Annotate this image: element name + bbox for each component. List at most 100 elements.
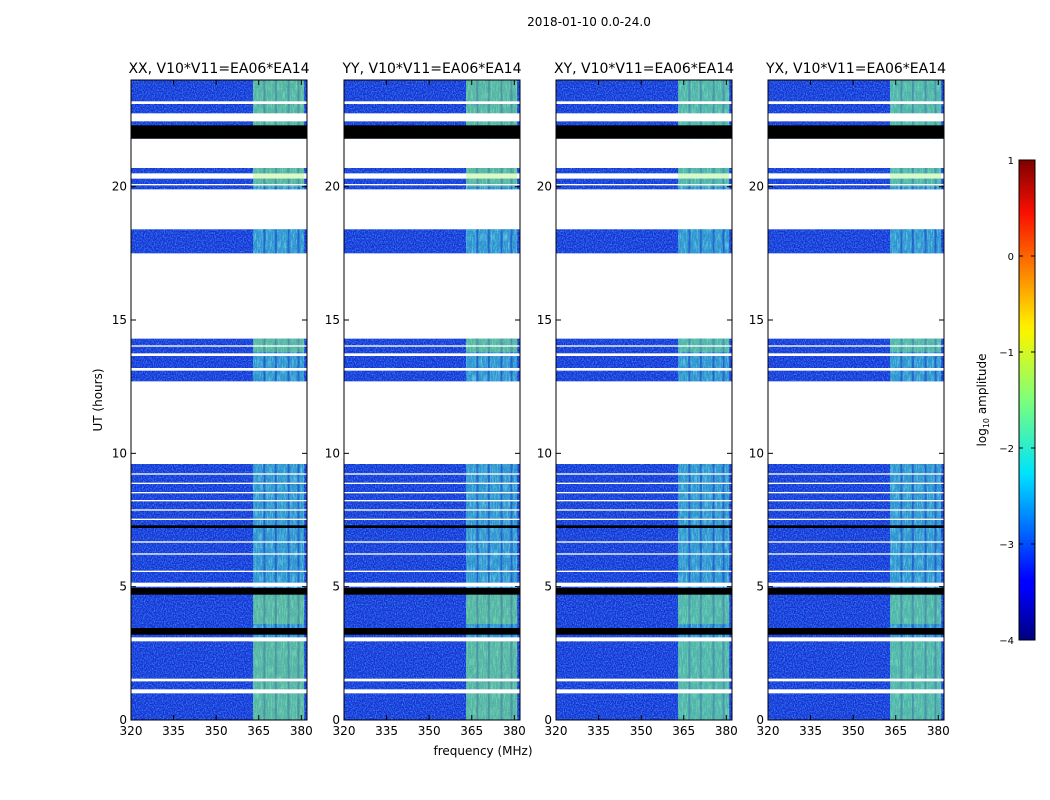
y-tick-label: 5	[119, 580, 127, 594]
band-divider	[500, 80, 503, 139]
band-divider	[934, 338, 937, 382]
band-divider	[722, 168, 725, 174]
bright-band-high	[466, 592, 518, 624]
y-tick-label: 0	[544, 713, 552, 727]
gap-row	[344, 500, 520, 502]
gap-row	[131, 509, 307, 511]
gap-row	[344, 689, 520, 694]
gap-row	[344, 509, 520, 511]
band-divider	[500, 229, 503, 254]
x-tick-label: 335	[162, 724, 185, 738]
flagged-row	[556, 125, 732, 139]
gap-row	[344, 518, 520, 520]
figure-title: 2018-01-10 0.0-24.0	[527, 15, 651, 29]
bright-band-speckle	[466, 229, 518, 254]
panel-frame	[130, 79, 308, 721]
colorbar-gradient	[1018, 159, 1036, 641]
gap-row	[344, 345, 520, 347]
gap-row	[768, 368, 944, 371]
gap-row	[344, 101, 520, 104]
flagged-row	[768, 525, 944, 528]
band-divider	[911, 229, 914, 254]
gap-row	[131, 353, 307, 356]
band-divider	[287, 338, 290, 382]
data-noise	[768, 168, 944, 174]
x-tick-label: 380	[503, 724, 526, 738]
y-tick-label: 20	[112, 180, 127, 194]
band-divider	[712, 229, 715, 254]
panel-data	[344, 80, 520, 720]
gap-row	[131, 368, 307, 371]
gap-row	[131, 500, 307, 502]
band-divider	[263, 229, 266, 254]
colorbar-tick-label: 0	[1008, 252, 1014, 263]
heatmap-panel: XY, V10*V11=EA06*EA14 320 335 350 365 380 0 5 10…	[537, 61, 738, 738]
flagged-row	[556, 525, 732, 528]
heatmap-panel: YY, V10*V11=EA06*EA14 320 335 350 365 380 0 5 10…	[325, 61, 526, 738]
band-divider	[263, 338, 266, 382]
panel-title: YX, V10*V11=EA06*EA14	[765, 61, 946, 77]
colorbar-tick-label: −3	[999, 540, 1014, 551]
gap-row	[131, 345, 307, 347]
band-divider	[900, 338, 903, 382]
x-tick-label: 335	[587, 724, 610, 738]
bright-band-high	[253, 80, 305, 134]
y-tick-label: 15	[537, 313, 552, 327]
flagged-row	[768, 125, 944, 139]
gap-row	[556, 518, 732, 520]
gap-row	[768, 184, 944, 186]
panel-frame	[767, 79, 945, 721]
flagged-row	[768, 628, 944, 635]
gap-row	[768, 689, 944, 694]
band-divider	[900, 168, 903, 174]
band-divider	[911, 338, 914, 382]
band-divider	[274, 338, 277, 382]
band-divider	[712, 168, 715, 174]
band-divider	[476, 168, 479, 174]
flagged-row	[131, 628, 307, 635]
gap-row	[344, 473, 520, 475]
gap-row	[556, 368, 732, 371]
band-divider	[287, 168, 290, 174]
band-divider	[699, 80, 702, 139]
band-divider	[510, 80, 513, 139]
panels: XX, V10*V11=EA06*EA14 320 335 350 365 380 0 5 10…	[112, 61, 950, 738]
band-divider	[274, 80, 277, 139]
band-divider	[699, 168, 702, 174]
band-divider	[934, 229, 937, 254]
bright-band-high	[678, 338, 730, 352]
data-noise	[556, 168, 732, 174]
band-divider	[297, 229, 300, 254]
gap-row	[344, 678, 520, 682]
gap-row	[556, 509, 732, 511]
x-tick-label: 320	[333, 724, 356, 738]
band-divider	[287, 229, 290, 254]
colorbar-label: log10 amplitude	[975, 354, 991, 447]
colorbar-tick-label: −4	[999, 636, 1014, 647]
band-divider	[712, 338, 715, 382]
band-divider	[487, 80, 490, 139]
band-divider	[924, 80, 927, 139]
flagged-row	[556, 628, 732, 635]
bright-band-high	[890, 338, 942, 352]
x-tick-label: 380	[715, 724, 738, 738]
y-tick-label: 20	[537, 180, 552, 194]
band-divider	[500, 168, 503, 174]
gap-row	[131, 689, 307, 694]
panel-data	[768, 80, 944, 720]
gap-row	[556, 113, 732, 122]
gap-row	[556, 101, 732, 104]
gap-row	[768, 509, 944, 511]
colorbar-label-main: log	[975, 428, 989, 446]
flagged-row	[344, 525, 520, 528]
gap-row	[344, 353, 520, 356]
band-divider	[297, 338, 300, 382]
colorbar-tick-label: −1	[999, 348, 1014, 359]
gap-row	[344, 553, 520, 555]
band-divider	[487, 168, 490, 174]
gap-row	[768, 500, 944, 502]
x-tick-label: 335	[375, 724, 398, 738]
band-divider	[911, 168, 914, 174]
heatmap-panel: XX, V10*V11=EA06*EA14 320 335 350 365 380 0 5 10…	[112, 61, 313, 738]
